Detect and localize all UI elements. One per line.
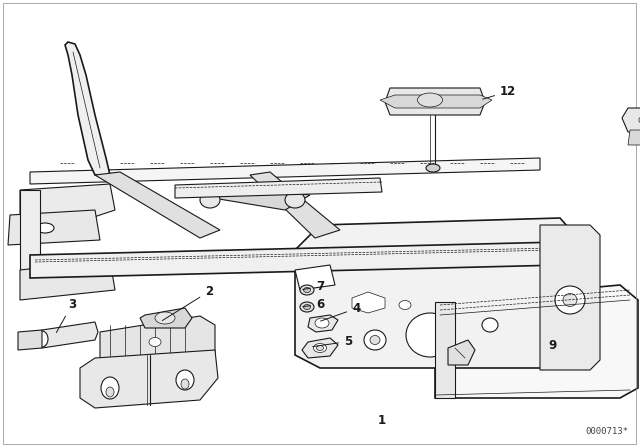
Polygon shape: [20, 260, 115, 300]
Polygon shape: [35, 322, 98, 348]
Polygon shape: [30, 242, 562, 278]
Ellipse shape: [417, 93, 442, 107]
Polygon shape: [18, 330, 42, 350]
Polygon shape: [628, 130, 640, 145]
Ellipse shape: [300, 302, 314, 312]
Polygon shape: [295, 265, 335, 290]
Polygon shape: [20, 190, 40, 280]
Ellipse shape: [317, 345, 323, 350]
Ellipse shape: [364, 330, 386, 350]
Polygon shape: [295, 218, 575, 368]
Ellipse shape: [300, 285, 314, 295]
Ellipse shape: [555, 286, 585, 314]
Polygon shape: [175, 178, 382, 198]
Text: 3: 3: [56, 298, 76, 332]
Text: 0000713*: 0000713*: [585, 427, 628, 436]
Polygon shape: [435, 302, 455, 398]
Polygon shape: [80, 350, 218, 408]
Text: 2: 2: [163, 285, 213, 320]
Text: 10: 10: [0, 447, 1, 448]
Polygon shape: [30, 158, 540, 184]
Ellipse shape: [406, 313, 454, 357]
Ellipse shape: [303, 288, 310, 293]
Ellipse shape: [639, 115, 640, 125]
Text: 12: 12: [483, 85, 516, 99]
Ellipse shape: [149, 337, 161, 346]
Polygon shape: [95, 172, 220, 238]
Polygon shape: [308, 315, 338, 332]
Ellipse shape: [370, 336, 380, 345]
Polygon shape: [380, 95, 492, 108]
Ellipse shape: [426, 164, 440, 172]
Polygon shape: [448, 340, 475, 365]
Text: 8: 8: [0, 447, 1, 448]
Text: 11: 11: [0, 447, 1, 448]
Ellipse shape: [155, 312, 175, 324]
Text: 6: 6: [303, 298, 324, 311]
Ellipse shape: [303, 305, 310, 310]
Ellipse shape: [181, 379, 189, 389]
Polygon shape: [65, 42, 110, 175]
Polygon shape: [140, 308, 192, 328]
Polygon shape: [302, 338, 338, 358]
Text: 4: 4: [321, 302, 360, 321]
Polygon shape: [250, 172, 340, 238]
Text: 7: 7: [303, 280, 324, 293]
Ellipse shape: [36, 331, 48, 347]
Polygon shape: [195, 185, 310, 210]
Polygon shape: [385, 88, 485, 115]
Polygon shape: [20, 184, 115, 220]
Ellipse shape: [563, 293, 577, 306]
Text: 9: 9: [548, 339, 556, 352]
Ellipse shape: [285, 192, 305, 208]
Ellipse shape: [315, 318, 329, 328]
Polygon shape: [622, 108, 640, 132]
Text: 5: 5: [313, 335, 352, 348]
Polygon shape: [540, 225, 600, 370]
Polygon shape: [435, 285, 638, 398]
Ellipse shape: [106, 387, 114, 397]
Polygon shape: [100, 316, 215, 368]
Ellipse shape: [399, 301, 411, 310]
Ellipse shape: [200, 192, 220, 208]
Polygon shape: [8, 210, 100, 245]
Ellipse shape: [482, 318, 498, 332]
Ellipse shape: [36, 223, 54, 233]
Ellipse shape: [101, 377, 119, 399]
Polygon shape: [352, 292, 385, 313]
Ellipse shape: [176, 370, 194, 390]
Ellipse shape: [314, 344, 326, 353]
Text: 1: 1: [378, 414, 386, 426]
